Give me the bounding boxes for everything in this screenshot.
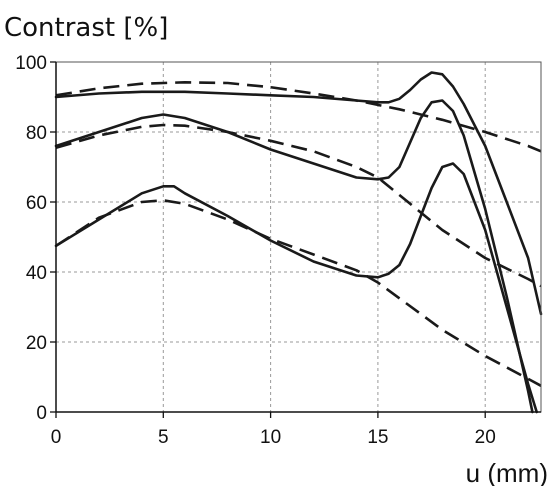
axes [55,61,542,413]
series-line-2 [54,99,534,414]
series-line-6 [55,199,542,387]
x-tick-label-0: 0 [51,427,62,448]
tick-labels: 0 5 10 15 20 0 20 40 60 80 100 [15,53,495,448]
y-tick-label-1: 20 [26,333,47,354]
series-group [54,71,543,414]
y-tick-label-3: 60 [26,193,47,214]
x-tick-label-2: 10 [260,427,281,448]
y-axis-label: Contrast [%] [4,13,168,43]
series-line-4 [55,81,542,153]
series-line-3 [54,162,538,414]
x-tick-label-1: 5 [158,427,169,448]
y-tick-label-2: 40 [26,263,47,284]
series-line-1 [54,71,543,316]
x-axis-label: u (mm) [466,458,548,486]
y-tick-label-0: 0 [36,403,47,424]
y-tick-label-5: 100 [15,53,47,74]
y-tick-label-4: 80 [26,123,47,144]
x-tick-label-4: 20 [475,427,496,448]
x-tick-label-3: 15 [367,427,388,448]
